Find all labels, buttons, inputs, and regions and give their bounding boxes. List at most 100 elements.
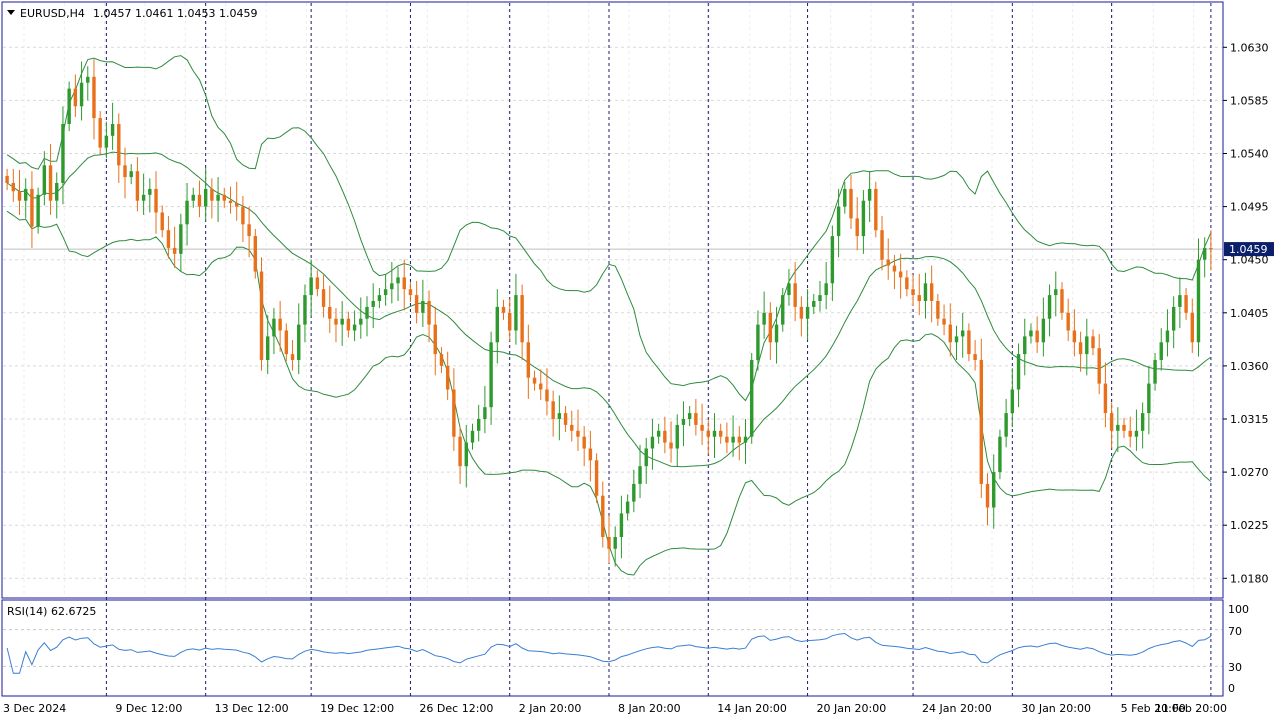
candle-bull — [1023, 336, 1027, 355]
candle-bull — [371, 301, 375, 307]
candle-bear — [551, 401, 555, 419]
candle-bear — [669, 442, 673, 449]
dropdown-triangle-icon[interactable] — [7, 10, 15, 15]
candle-bear — [172, 247, 177, 254]
time-axis[interactable]: 3 Dec 2024 9 Dec 12:00 13 Dec 12:00 19 Dec … — [3, 702, 1227, 715]
candle-bull — [61, 124, 65, 183]
candle-bear — [1122, 424, 1126, 431]
price-tick-label: 1.0405 — [1230, 307, 1269, 320]
candle-bull — [843, 188, 847, 207]
price-axis[interactable]: 1.0630 1.0585 1.0540 1.0495 1.0450 1.0405 1.03… — [1223, 41, 1269, 585]
candle-bull — [179, 224, 183, 254]
candle-bull — [824, 283, 828, 296]
price-tick-label: 1.0270 — [1230, 466, 1269, 479]
candle-bull — [514, 295, 518, 331]
candle-bear — [768, 312, 773, 343]
candle-bull — [756, 324, 760, 360]
rsi-indicator — [6, 632, 1212, 674]
candle-bear — [979, 360, 984, 484]
candle-bull — [992, 472, 996, 508]
candle-bear — [898, 271, 903, 278]
candle-bull — [1134, 430, 1139, 437]
candle-bear — [290, 354, 295, 360]
candle-bull — [681, 419, 686, 425]
candle-bear — [942, 318, 946, 325]
price-tick-label: 1.0315 — [1230, 413, 1269, 426]
candle-bull — [743, 436, 748, 443]
candle-bull — [638, 466, 642, 484]
time-tick-label: 14 Jan 20:00 — [717, 702, 787, 715]
candle-bull — [390, 283, 394, 290]
candle-bull — [867, 188, 872, 201]
candle-bear — [253, 236, 258, 272]
candle-bear — [545, 389, 549, 402]
candle-bull — [774, 324, 779, 343]
price-tick-label: 1.0360 — [1230, 360, 1269, 373]
candle-bear — [607, 537, 611, 549]
candle-bull — [266, 336, 270, 360]
candle-bear — [905, 277, 909, 290]
candle-bull — [805, 306, 810, 319]
candle-bear — [346, 318, 351, 331]
candle-bear — [1097, 348, 1101, 384]
candle-bear — [1072, 330, 1077, 343]
candle-bull — [489, 342, 493, 408]
time-tick-label: 8 Jan 20:00 — [618, 702, 681, 715]
price-tick-label: 1.0585 — [1230, 94, 1269, 107]
candle-bear — [210, 188, 214, 201]
time-tick-label: 24 Jan 20:00 — [922, 702, 992, 715]
candle-bear — [197, 194, 202, 207]
candle-bear — [594, 460, 599, 496]
candle-bull — [464, 442, 468, 467]
candle-bull — [1010, 389, 1015, 414]
candle-bull — [79, 82, 84, 107]
candle-bear — [576, 430, 580, 437]
candle-bull — [1165, 330, 1170, 343]
price-tick-label: 1.0540 — [1230, 148, 1269, 161]
candle-bull — [42, 165, 47, 195]
candle-bear — [663, 430, 667, 443]
candle-bear — [1209, 247, 1213, 250]
candle-bear — [520, 295, 524, 343]
candle-bear — [563, 413, 568, 425]
candle-bull — [998, 436, 1002, 473]
time-tick-label: 30 Jan 20:00 — [1021, 702, 1091, 715]
candle-bull — [352, 324, 357, 331]
time-tick-label: 3 Dec 2024 — [3, 702, 66, 715]
candle-bear — [73, 88, 78, 107]
candle-bear — [135, 171, 140, 201]
candle-bear — [1103, 383, 1108, 414]
candle-bull — [303, 295, 307, 325]
candle-bear — [737, 436, 742, 443]
candle-bull — [470, 430, 475, 443]
candle-bear — [228, 200, 233, 204]
candle-bear — [1078, 342, 1083, 355]
candle-bull — [1196, 259, 1201, 343]
candle-bear — [30, 188, 34, 227]
candle-bull — [359, 318, 363, 325]
candle-bull — [297, 324, 301, 360]
candle-bull — [1085, 336, 1089, 355]
candle-bull — [644, 448, 648, 467]
candle-bull — [1140, 413, 1145, 431]
time-tick-label: 19 Dec 12:00 — [320, 702, 394, 715]
candlesticks — [5, 59, 1213, 567]
candle-bear — [855, 218, 859, 237]
candle-bull — [148, 188, 152, 195]
candle-bull — [1178, 295, 1182, 307]
candle-bear — [532, 377, 537, 384]
candle-bear — [694, 413, 698, 425]
rsi-label: RSI(14) 62.6725 — [7, 605, 96, 618]
rsi-line — [6, 632, 1212, 674]
time-tick-label: 26 Dec 12:00 — [419, 702, 493, 715]
candle-bull — [731, 436, 735, 443]
candle-bull — [762, 312, 766, 325]
candle-bull — [1047, 295, 1052, 319]
rsi-level-30: 30 — [1228, 661, 1242, 674]
time-tick-label: 9 Dec 12:00 — [115, 702, 182, 715]
candle-bear — [874, 188, 878, 231]
band-upper — [6, 55, 1212, 402]
candle-bull — [377, 295, 382, 301]
